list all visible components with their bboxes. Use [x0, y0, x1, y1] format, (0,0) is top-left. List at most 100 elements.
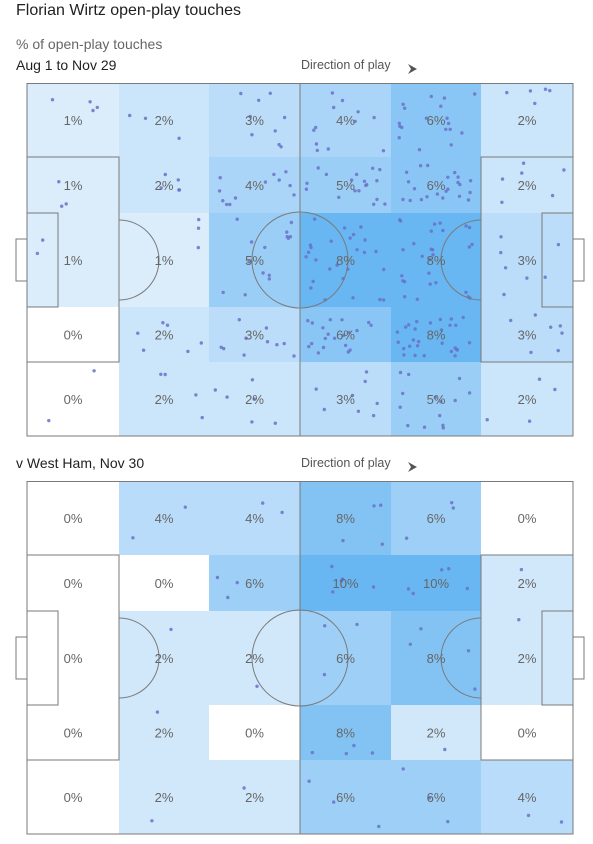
touch-dot — [88, 100, 92, 104]
touch-dot — [267, 277, 271, 281]
touch-dot — [412, 187, 417, 191]
touch-dot — [446, 187, 450, 191]
touch-dot — [136, 331, 140, 335]
touch-dot — [369, 323, 373, 327]
touch-dot — [467, 341, 472, 345]
touch-dot — [431, 253, 435, 257]
touch-dot — [381, 149, 386, 153]
touch-dot — [428, 282, 432, 286]
cell-value-label: 3% — [245, 328, 264, 343]
touch-dot — [219, 345, 223, 349]
touch-dot — [467, 391, 472, 395]
touch-dot — [400, 125, 404, 130]
heatmap-cell — [27, 83, 119, 157]
touch-dot — [446, 121, 451, 126]
cell-value-label: 2% — [155, 113, 174, 128]
touch-dot — [441, 426, 445, 430]
touch-dot — [456, 180, 460, 185]
touch-dot — [273, 421, 277, 425]
penalty-arc-left — [118, 617, 160, 699]
touch-dot — [543, 87, 548, 91]
touch-dot — [418, 164, 423, 168]
touch-dot — [163, 372, 167, 377]
cell-value-label: 6% — [336, 790, 355, 805]
cell-value-label: 0% — [518, 726, 537, 741]
touch-dot — [411, 591, 415, 596]
touch-dot — [377, 824, 381, 829]
touch-dot — [456, 175, 460, 179]
touch-dot — [263, 180, 268, 184]
cell-value-label: 2% — [518, 392, 537, 407]
touch-dot — [412, 241, 416, 246]
touch-dot — [250, 133, 254, 137]
touch-dot — [235, 580, 239, 585]
touch-dot — [453, 346, 457, 350]
touch-dot — [380, 542, 384, 546]
heatmap-cell — [481, 83, 573, 157]
touch-dot — [441, 196, 445, 200]
touch-dot — [404, 170, 409, 174]
touch-dot — [225, 395, 229, 399]
heatmap-cell — [119, 157, 209, 213]
touch-dot — [466, 649, 471, 653]
touch-dot — [520, 171, 524, 175]
touch-dot — [403, 295, 407, 299]
touch-dot — [402, 353, 406, 357]
touch-dot — [378, 297, 382, 302]
touch-dot — [398, 370, 403, 375]
cell-value-label: 0% — [245, 726, 264, 741]
touch-dot — [332, 105, 336, 110]
touch-dot — [335, 263, 339, 267]
heatmap-cell — [481, 760, 573, 834]
touch-dot — [371, 585, 376, 589]
heatmap-cell — [27, 611, 119, 705]
touch-dot — [429, 94, 433, 99]
heatmap-cell — [300, 362, 391, 436]
touch-dot — [441, 228, 445, 233]
touch-dot — [447, 567, 451, 571]
touch-dot — [407, 323, 411, 327]
touch-dot — [235, 217, 239, 221]
touch-dot — [415, 319, 419, 324]
touch-dot — [417, 148, 422, 152]
touch-dot — [362, 179, 367, 183]
touch-dot — [322, 672, 327, 677]
touch-dot — [341, 538, 345, 543]
touch-dot — [435, 192, 440, 196]
touch-dot — [267, 273, 271, 277]
penalty-arc-right — [440, 617, 482, 699]
cell-value-label: 10% — [423, 576, 449, 591]
touch-dot — [282, 341, 286, 346]
touch-dot — [528, 89, 533, 93]
touch-dot — [255, 684, 259, 688]
touch-dot — [453, 170, 457, 175]
touch-dot — [308, 243, 313, 247]
touch-dot — [226, 595, 230, 600]
touch-dot — [440, 341, 444, 345]
touch-dot — [427, 796, 432, 800]
cell-value-label: 0% — [64, 576, 83, 591]
goal-right — [572, 636, 585, 680]
touch-dot — [441, 423, 445, 427]
touch-dot — [416, 339, 421, 344]
touch-dot — [420, 254, 424, 258]
goal-right — [572, 238, 585, 282]
touch-dot — [525, 276, 529, 280]
touch-dot — [467, 225, 472, 230]
touch-dot — [448, 323, 452, 327]
touch-dot — [401, 391, 405, 396]
touch-dot — [468, 179, 473, 183]
touch-dot — [196, 226, 201, 230]
touch-dot — [284, 170, 288, 174]
cell-value-label: 8% — [336, 511, 355, 526]
touch-dot — [449, 349, 454, 354]
touch-dot — [550, 193, 555, 198]
touch-dot — [363, 238, 367, 242]
touch-dot — [217, 189, 222, 193]
touch-dot — [375, 179, 379, 183]
heatmap-cell — [27, 362, 119, 436]
touch-dot — [312, 128, 316, 132]
touch-dot — [353, 189, 357, 193]
touch-dot — [363, 379, 367, 384]
touch-dot — [505, 90, 509, 95]
